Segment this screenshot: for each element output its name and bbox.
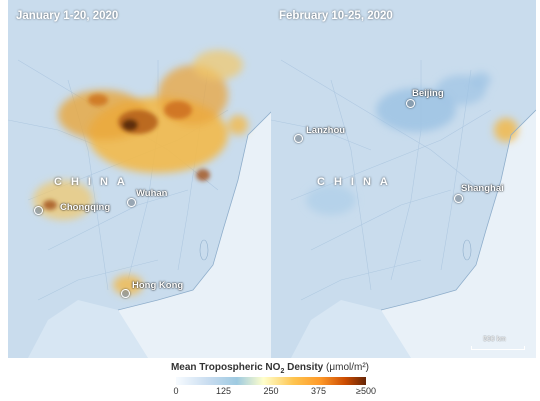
city-marker-shanghai: [454, 194, 463, 203]
legend-title-subscript: 2: [280, 368, 285, 375]
city-label-lanzhou: Lanzhou: [306, 125, 346, 136]
legend-tick: 0: [173, 386, 179, 396]
legend-unit: (μmol/m²): [326, 362, 370, 373]
scale-label: 500 km: [483, 336, 506, 343]
city-marker-hong-kong: [121, 289, 130, 298]
legend-title-rest: Density: [284, 362, 327, 373]
city-marker-lanzhou: [294, 134, 303, 143]
city-label-beijing: Beijing: [412, 88, 444, 99]
panel-title: January 1-20, 2020: [16, 10, 119, 22]
city-marker-wuhan: [127, 198, 136, 207]
city-label-wuhan: Wuhan: [136, 188, 168, 199]
legend-title: Mean Tropospheric NO2 Density (μmol/m²): [0, 362, 540, 375]
legend-tick: 125: [215, 386, 232, 396]
map-february-image: [271, 0, 536, 358]
map-january-image: [8, 0, 273, 358]
city-marker-chongqing: [34, 206, 43, 215]
legend: Mean Tropospheric NO2 Density (μmol/m²) …: [0, 360, 540, 401]
city-label-shanghai: Shanghai: [461, 183, 504, 194]
scale-bar: 500 km: [471, 336, 525, 350]
legend-tick: 250: [263, 386, 279, 396]
map-panel-january: January 1-20, 2020 CHINA Chongqing Wuhan…: [8, 0, 273, 358]
scale-line: [471, 346, 525, 350]
map-panel-february: February 10-25, 2020 CHINA Beijing Lanzh…: [271, 0, 536, 358]
country-label-china: CHINA: [317, 176, 397, 188]
legend-ticks: 0 125 250 375 ≥500: [173, 386, 375, 400]
legend-tick: ≥500: [356, 386, 376, 396]
panel-title: February 10-25, 2020: [279, 10, 393, 22]
city-label-hong-kong: Hong Kong: [132, 280, 184, 291]
country-label-china: CHINA: [54, 176, 134, 188]
city-marker-beijing: [406, 99, 415, 108]
city-label-chongqing: Chongqing: [60, 202, 111, 213]
legend-color-bar: [176, 377, 366, 385]
legend-title-main: Mean Tropospheric NO: [170, 362, 281, 373]
legend-tick: 375: [310, 386, 327, 396]
